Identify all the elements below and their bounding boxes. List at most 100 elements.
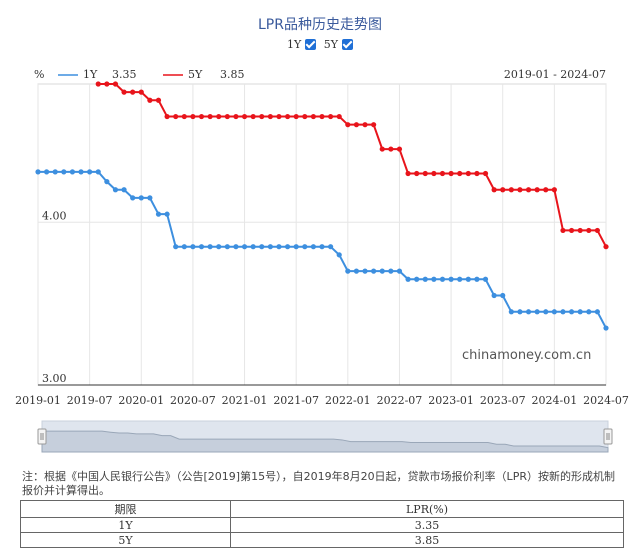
data-point-5y: [474, 170, 480, 177]
data-point-1y: [379, 268, 385, 274]
data-point-1y: [44, 169, 50, 175]
data-point-1y: [439, 276, 446, 282]
data-point-1y: [543, 309, 549, 315]
data-point-1y: [457, 276, 463, 282]
data-point-1y: [190, 244, 196, 250]
table-header-term: 期限: [19, 500, 232, 518]
table-header-lpr: LPR(%): [230, 500, 624, 518]
table-cell-term: 1Y: [19, 517, 232, 533]
data-point-1y: [155, 211, 162, 217]
data-point-1y: [35, 169, 41, 175]
y-tick-label: 3.00: [42, 372, 67, 385]
chart-axes: 2019-01 2019-07 2020-01 2020-07 2021-01 2021-…: [15, 209, 629, 407]
data-point-1y: [517, 309, 523, 315]
data-point-1y: [534, 309, 540, 315]
checkbox-1y-icon[interactable]: [305, 39, 317, 50]
data-point-5y: [241, 113, 248, 120]
data-point-1y: [241, 244, 248, 250]
data-point-5y: [259, 113, 265, 120]
checkbox-5y-icon[interactable]: [342, 39, 354, 50]
date-range: 2019-01 - 2024-07: [504, 68, 606, 81]
data-point-1y: [491, 292, 497, 299]
range-navigator[interactable]: [37, 420, 613, 453]
data-point-5y: [388, 146, 394, 152]
data-point-5y: [543, 187, 549, 193]
data-point-5y: [345, 122, 351, 128]
data-point-1y: [302, 244, 308, 250]
data-point-1y: [267, 244, 273, 250]
data-point-1y: [276, 244, 282, 250]
data-point-5y: [302, 113, 308, 120]
toggle-1y-label: 1Y: [286, 38, 302, 51]
data-point-1y: [371, 268, 377, 274]
data-point-1y: [560, 309, 566, 315]
legend-5y-value: 3.85: [220, 68, 245, 81]
data-point-5y: [362, 122, 368, 128]
data-point-1y: [594, 309, 600, 315]
data-point-5y: [190, 113, 196, 120]
data-point-1y: [87, 169, 93, 175]
legend-1y-value: 3.35: [112, 68, 137, 81]
data-point-1y: [112, 187, 119, 193]
data-point-1y: [104, 179, 110, 185]
data-point-5y: [250, 113, 256, 120]
plot-border: [37, 83, 607, 386]
data-point-5y: [439, 170, 446, 177]
data-point-5y: [267, 113, 273, 120]
data-point-5y: [181, 113, 187, 120]
x-tick-label: 2021-07: [273, 394, 319, 407]
toggle-5y[interactable]: 5Y: [324, 38, 354, 51]
data-point-5y: [414, 170, 420, 177]
data-point-5y: [371, 122, 377, 128]
data-point-1y: [121, 187, 127, 193]
table-cell-rate: 3.85: [230, 532, 624, 548]
data-point-1y: [224, 244, 230, 250]
toggle-1y[interactable]: 1Y: [286, 38, 317, 51]
x-tick-label: 2023-07: [480, 394, 526, 407]
data-point-5y: [198, 113, 205, 120]
x-tick-label: 2024-01: [532, 394, 578, 407]
data-point-1y: [551, 309, 557, 315]
data-point-5y: [130, 89, 136, 95]
navigator-right-handle[interactable]: [603, 428, 613, 445]
data-point-1y: [198, 244, 205, 250]
data-point-1y: [603, 325, 609, 331]
data-point-5y: [207, 113, 213, 120]
data-point-5y: [276, 113, 282, 120]
chart-grid: [37, 83, 607, 386]
data-point-5y: [396, 146, 403, 152]
data-point-5y: [353, 122, 360, 128]
data-point-1y: [448, 276, 454, 282]
table-cell-rate: 3.35: [230, 517, 624, 533]
data-point-5y: [405, 170, 411, 177]
chart-title: LPR品种历史走势图: [258, 17, 382, 33]
data-point-1y: [130, 195, 136, 201]
data-point-1y: [328, 244, 334, 250]
data-point-5y: [603, 244, 609, 250]
data-point-5y: [328, 113, 334, 120]
navigator-area: [41, 430, 609, 453]
x-tick-label: 2020-07: [170, 394, 216, 407]
series-line-1y: [38, 170, 607, 329]
data-point-1y: [508, 309, 514, 315]
data-point-1y: [61, 169, 67, 175]
data-point-1y: [95, 169, 101, 175]
data-point-1y: [568, 309, 575, 315]
data-point-1y: [293, 244, 299, 250]
data-point-5y: [216, 113, 222, 120]
x-tick-label: 2021-01: [222, 394, 268, 407]
x-tick-label: 2022-07: [377, 394, 423, 407]
data-point-1y: [482, 276, 489, 282]
data-point-1y: [181, 244, 187, 250]
series-toggles: 1Y 5Y: [0, 38, 640, 51]
data-point-1y: [138, 195, 144, 201]
footnote: 注：根据《中国人民银行公告》（公告[2019]第15号），自2019年8月20日…: [22, 470, 615, 497]
data-point-5y: [525, 187, 532, 193]
data-point-5y: [138, 89, 144, 95]
watermark: chinamoney.com.cn: [462, 348, 591, 363]
navigator-left-handle[interactable]: [37, 428, 47, 445]
data-point-5y: [379, 146, 385, 152]
data-point-5y: [155, 97, 162, 103]
data-point-1y: [396, 268, 403, 274]
table-row: 5Y 3.85: [19, 532, 624, 548]
